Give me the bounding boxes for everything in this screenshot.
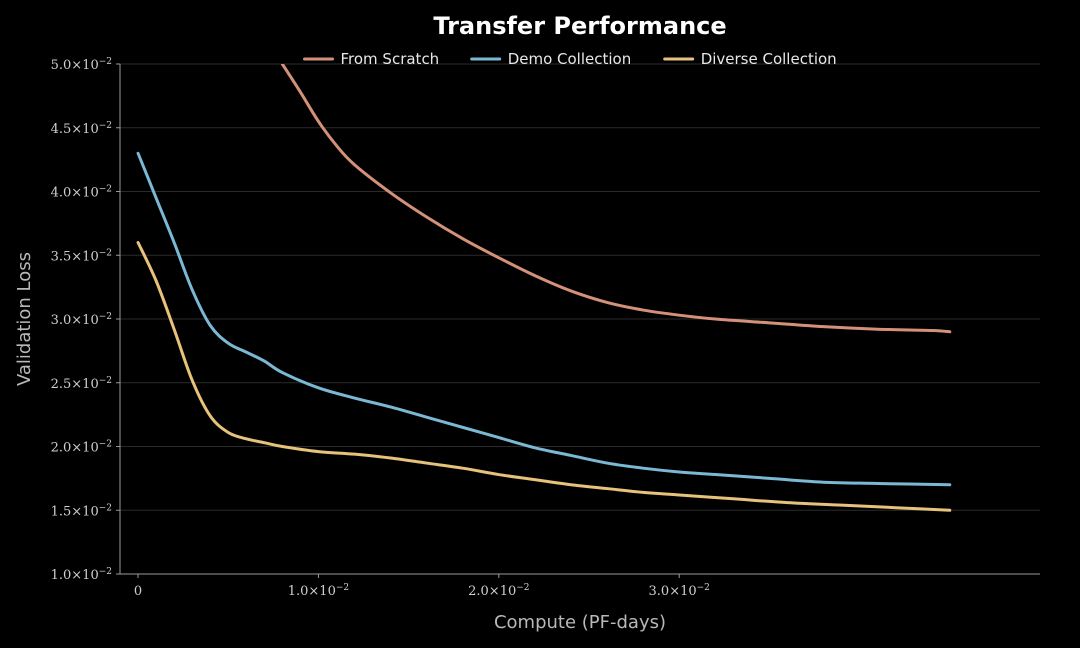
series-line-diverse-collection (136, 241, 952, 512)
y-tick-label: 3.0×10−2 (51, 312, 112, 328)
y-tick-label-base: 3.5×10 (51, 249, 99, 264)
x-tick-label: 0 (134, 584, 142, 599)
y-tick-label-exponent: −2 (99, 248, 112, 258)
y-tick-label-base: 1.0×10 (51, 568, 99, 583)
y-tick-label: 1.5×10−2 (51, 503, 112, 519)
y-tick-label-base: 4.5×10 (51, 122, 99, 137)
y-tick-label: 1.0×10−2 (51, 567, 112, 583)
legend-item-diverse-collection: Diverse Collection (663, 50, 837, 68)
legend-label: Demo Collection (508, 50, 632, 68)
x-tick-label-base: 0 (134, 584, 142, 599)
y-tick-label-exponent: −2 (99, 185, 112, 195)
y-tick-label-exponent: −2 (99, 57, 112, 67)
x-tick-label-exponent: −2 (697, 583, 710, 593)
y-tick-label-base: 4.0×10 (51, 186, 99, 201)
y-axis-ticks: 1.0×10−21.5×10−22.0×10−22.5×10−23.0×10−2… (51, 57, 120, 583)
y-tick-label: 3.5×10−2 (51, 248, 112, 264)
y-tick-label: 4.5×10−2 (51, 121, 112, 137)
x-tick-label: 1.0×10−2 (288, 583, 349, 599)
chart-title: Transfer Performance (433, 12, 726, 40)
series-line-from-scratch (280, 64, 952, 334)
y-tick-label-base: 1.5×10 (51, 504, 99, 519)
x-tick-label-base: 2.0×10 (468, 584, 516, 599)
y-tick-label: 2.5×10−2 (51, 376, 112, 392)
legend-label: From Scratch (341, 50, 440, 68)
x-tick-label-exponent: −2 (336, 583, 349, 593)
series-lines (136, 64, 952, 512)
x-tick-label: 2.0×10−2 (468, 583, 529, 599)
y-tick-label-base: 2.0×10 (51, 441, 99, 456)
x-tick-label-exponent: −2 (516, 583, 529, 593)
gridlines (120, 63, 1040, 575)
y-tick-label-base: 3.0×10 (51, 313, 99, 328)
legend: From Scratch Demo Collection Diverse Colle… (303, 50, 837, 68)
y-tick-label-exponent: −2 (99, 440, 112, 450)
y-tick-label-exponent: −2 (99, 121, 112, 131)
y-tick-label-exponent: −2 (99, 312, 112, 322)
y-tick-label: 2.0×10−2 (51, 440, 112, 456)
y-tick-label-exponent: −2 (99, 376, 112, 386)
x-axis-ticks: 0 1.0×10−2 2.0×10−2 3.0×10−2 (134, 574, 710, 599)
y-tick-label-exponent: −2 (99, 567, 112, 577)
x-tick-label-base: 1.0×10 (288, 584, 336, 599)
series-line-demo-collection (136, 151, 952, 487)
y-tick-label-base: 2.5×10 (51, 377, 99, 392)
y-tick-label: 5.0×10−2 (51, 57, 112, 73)
x-axis-label: Compute (PF-days) (494, 612, 666, 633)
y-tick-label: 4.0×10−2 (51, 185, 112, 201)
legend-item-demo-collection: Demo Collection (470, 50, 632, 68)
legend-item-from-scratch: From Scratch (303, 50, 440, 68)
x-tick-label: 3.0×10−2 (649, 583, 710, 599)
x-tick-label-base: 3.0×10 (649, 584, 697, 599)
y-tick-label-exponent: −2 (99, 503, 112, 513)
legend-label: Diverse Collection (701, 50, 837, 68)
y-axis-label: Validation Loss (14, 252, 35, 386)
y-tick-label-base: 5.0×10 (51, 58, 99, 73)
